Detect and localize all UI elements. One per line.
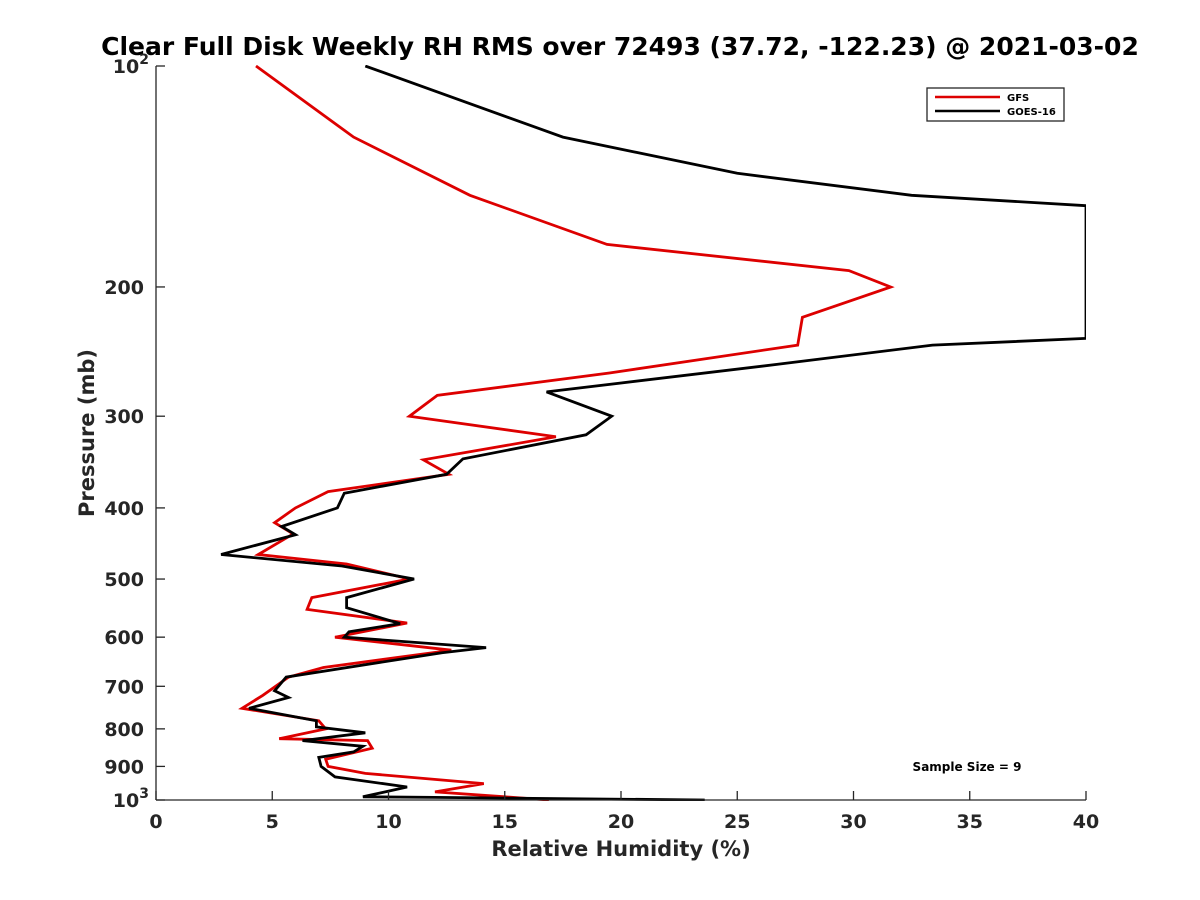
- x-tick-label: 40: [1073, 811, 1099, 833]
- y-tick-label: 700: [104, 676, 144, 698]
- x-tick-label: 20: [608, 811, 634, 833]
- x-tick-label: 30: [840, 811, 866, 833]
- y-tick-label: 102: [113, 52, 149, 78]
- x-tick-label: 0: [149, 811, 162, 833]
- series-layer: [220, 65, 1086, 801]
- y-tick-label: 500: [104, 569, 144, 591]
- y-tick-base: 10: [113, 56, 139, 78]
- sample-size-annotation: Sample Size = 9: [913, 760, 1022, 774]
- x-tick-label: 10: [375, 811, 401, 833]
- y-tick-base: 10: [113, 790, 139, 812]
- y-tick-exponent: 2: [139, 52, 149, 68]
- y-tick-label: 103: [113, 786, 149, 812]
- y-tick-label: 600: [104, 627, 144, 649]
- x-tick-label: 25: [724, 811, 750, 833]
- y-tick-label: 300: [104, 406, 144, 428]
- plot-background: [156, 66, 1086, 800]
- legend-label: GFS: [1007, 93, 1029, 104]
- y-tick-exponent: 3: [139, 786, 149, 802]
- plot-area: 0 5 10 15 20 25 30 35 40 10220030040050060070080…: [104, 52, 1099, 833]
- x-tick-label: 5: [266, 811, 279, 833]
- x-axis-label: Relative Humidity (%): [491, 837, 750, 861]
- series-line-gfs: [238, 65, 895, 801]
- x-axis-ticks: 0 5 10 15 20 25 30 35 40: [149, 791, 1099, 833]
- y-axis-label: Pressure (mb): [75, 349, 99, 517]
- legend: GFS GOES-16: [926, 87, 1065, 122]
- x-tick-label: 15: [492, 811, 518, 833]
- x-tick-label: 35: [957, 811, 983, 833]
- y-tick-label: 900: [104, 756, 144, 778]
- legend-label: GOES-16: [1007, 107, 1056, 118]
- chart-title: Clear Full Disk Weekly RH RMS over 72493…: [101, 32, 1139, 61]
- y-tick-label: 400: [104, 498, 144, 520]
- series-line-goes-16: [220, 65, 1086, 801]
- legend-box: [926, 87, 1065, 122]
- y-tick-label: 800: [104, 719, 144, 741]
- y-tick-label: 200: [104, 277, 144, 299]
